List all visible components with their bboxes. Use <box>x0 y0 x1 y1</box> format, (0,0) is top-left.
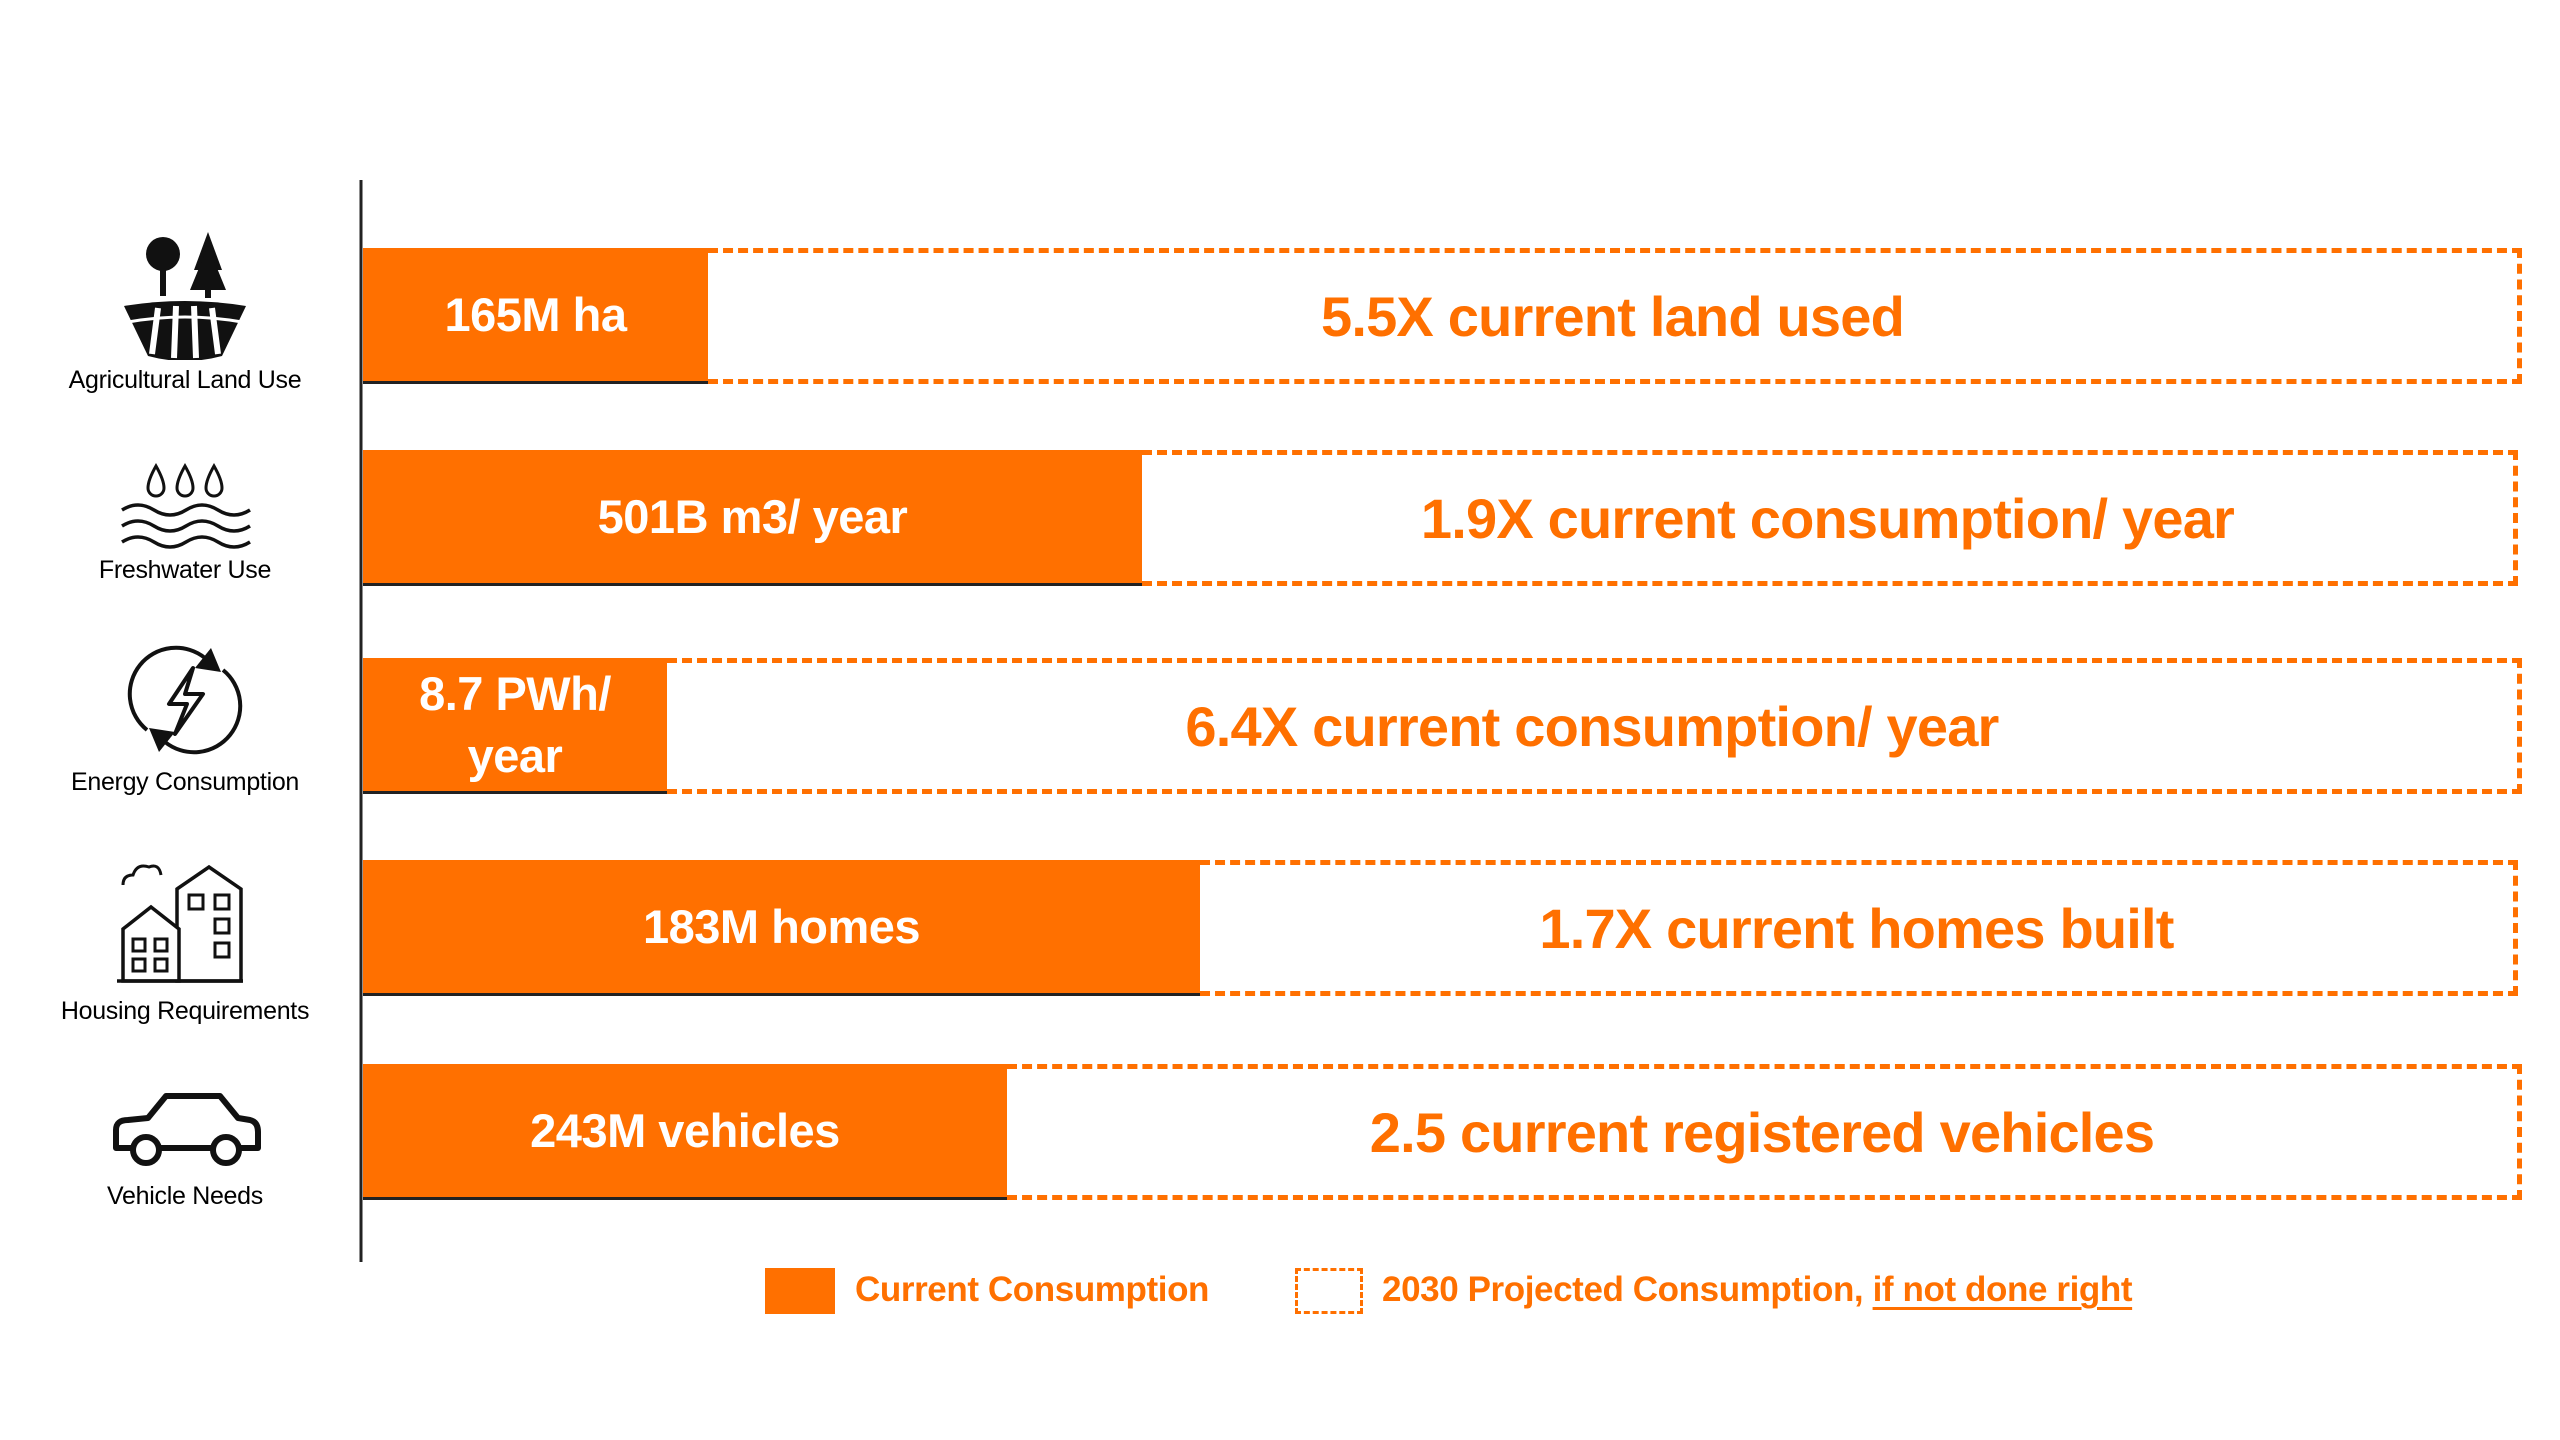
freshwater-icon <box>121 462 251 549</box>
current-bar: 243M vehicles <box>363 1064 1007 1200</box>
projected-bar: 2.5 current registered vehicles <box>1007 1064 2522 1200</box>
current-bar-label: 8.7 PWh/ year <box>419 666 611 782</box>
projected-bar: 6.4X current consumption/ year <box>667 658 2522 794</box>
current-bar: 501B m3/ year <box>363 450 1142 586</box>
agriculture-icon <box>124 232 246 360</box>
current-bar: 165M ha <box>363 248 708 384</box>
housing-icon <box>117 864 243 983</box>
legend-projected-emphasis: if not done right <box>1872 1270 2133 1309</box>
current-bar-label: 165M ha <box>444 287 627 341</box>
category-label: Energy Consumption <box>70 768 300 796</box>
energy-icon <box>127 645 243 755</box>
current-bar: 183M homes <box>363 860 1200 996</box>
legend-current-label: Current Consumption <box>855 1270 1210 1309</box>
category-label: Housing Requirements <box>60 997 310 1025</box>
projected-bar: 1.7X current homes built <box>1200 860 2518 996</box>
current-bar: 8.7 PWh/ year <box>363 658 667 794</box>
legend-current-swatch <box>765 1268 835 1314</box>
vehicle-icon <box>113 1093 261 1166</box>
category-label: Freshwater Use <box>98 556 272 584</box>
category-label: Agricultural Land Use <box>68 366 302 394</box>
category-label: Vehicle Needs <box>107 1182 263 1210</box>
projected-bar-label: 5.5X current land used <box>1320 284 1905 348</box>
projected-bar: 5.5X current land used <box>708 248 2522 384</box>
legend-projected-prefix: 2030 Projected Consumption, <box>1382 1270 1864 1309</box>
projected-bar-label: 6.4X current consumption/ year <box>1185 694 1999 758</box>
legend-projected-label: 2030 Projected Consumption, if not done … <box>1382 1270 2133 1310</box>
projected-bar-label: 2.5 current registered vehicles <box>1369 1100 2155 1164</box>
current-bar-label: 501B m3/ year <box>597 489 908 543</box>
projected-bar-label: 1.9X current consumption/ year <box>1420 486 2235 550</box>
projected-bar-label: 1.7X current homes built <box>1539 896 2174 960</box>
current-bar-label: 243M vehicles <box>530 1103 840 1157</box>
legend-projected-swatch <box>1295 1268 1363 1314</box>
current-bar-label: 183M homes <box>642 899 921 953</box>
projected-bar: 1.9X current consumption/ year <box>1142 450 2518 586</box>
